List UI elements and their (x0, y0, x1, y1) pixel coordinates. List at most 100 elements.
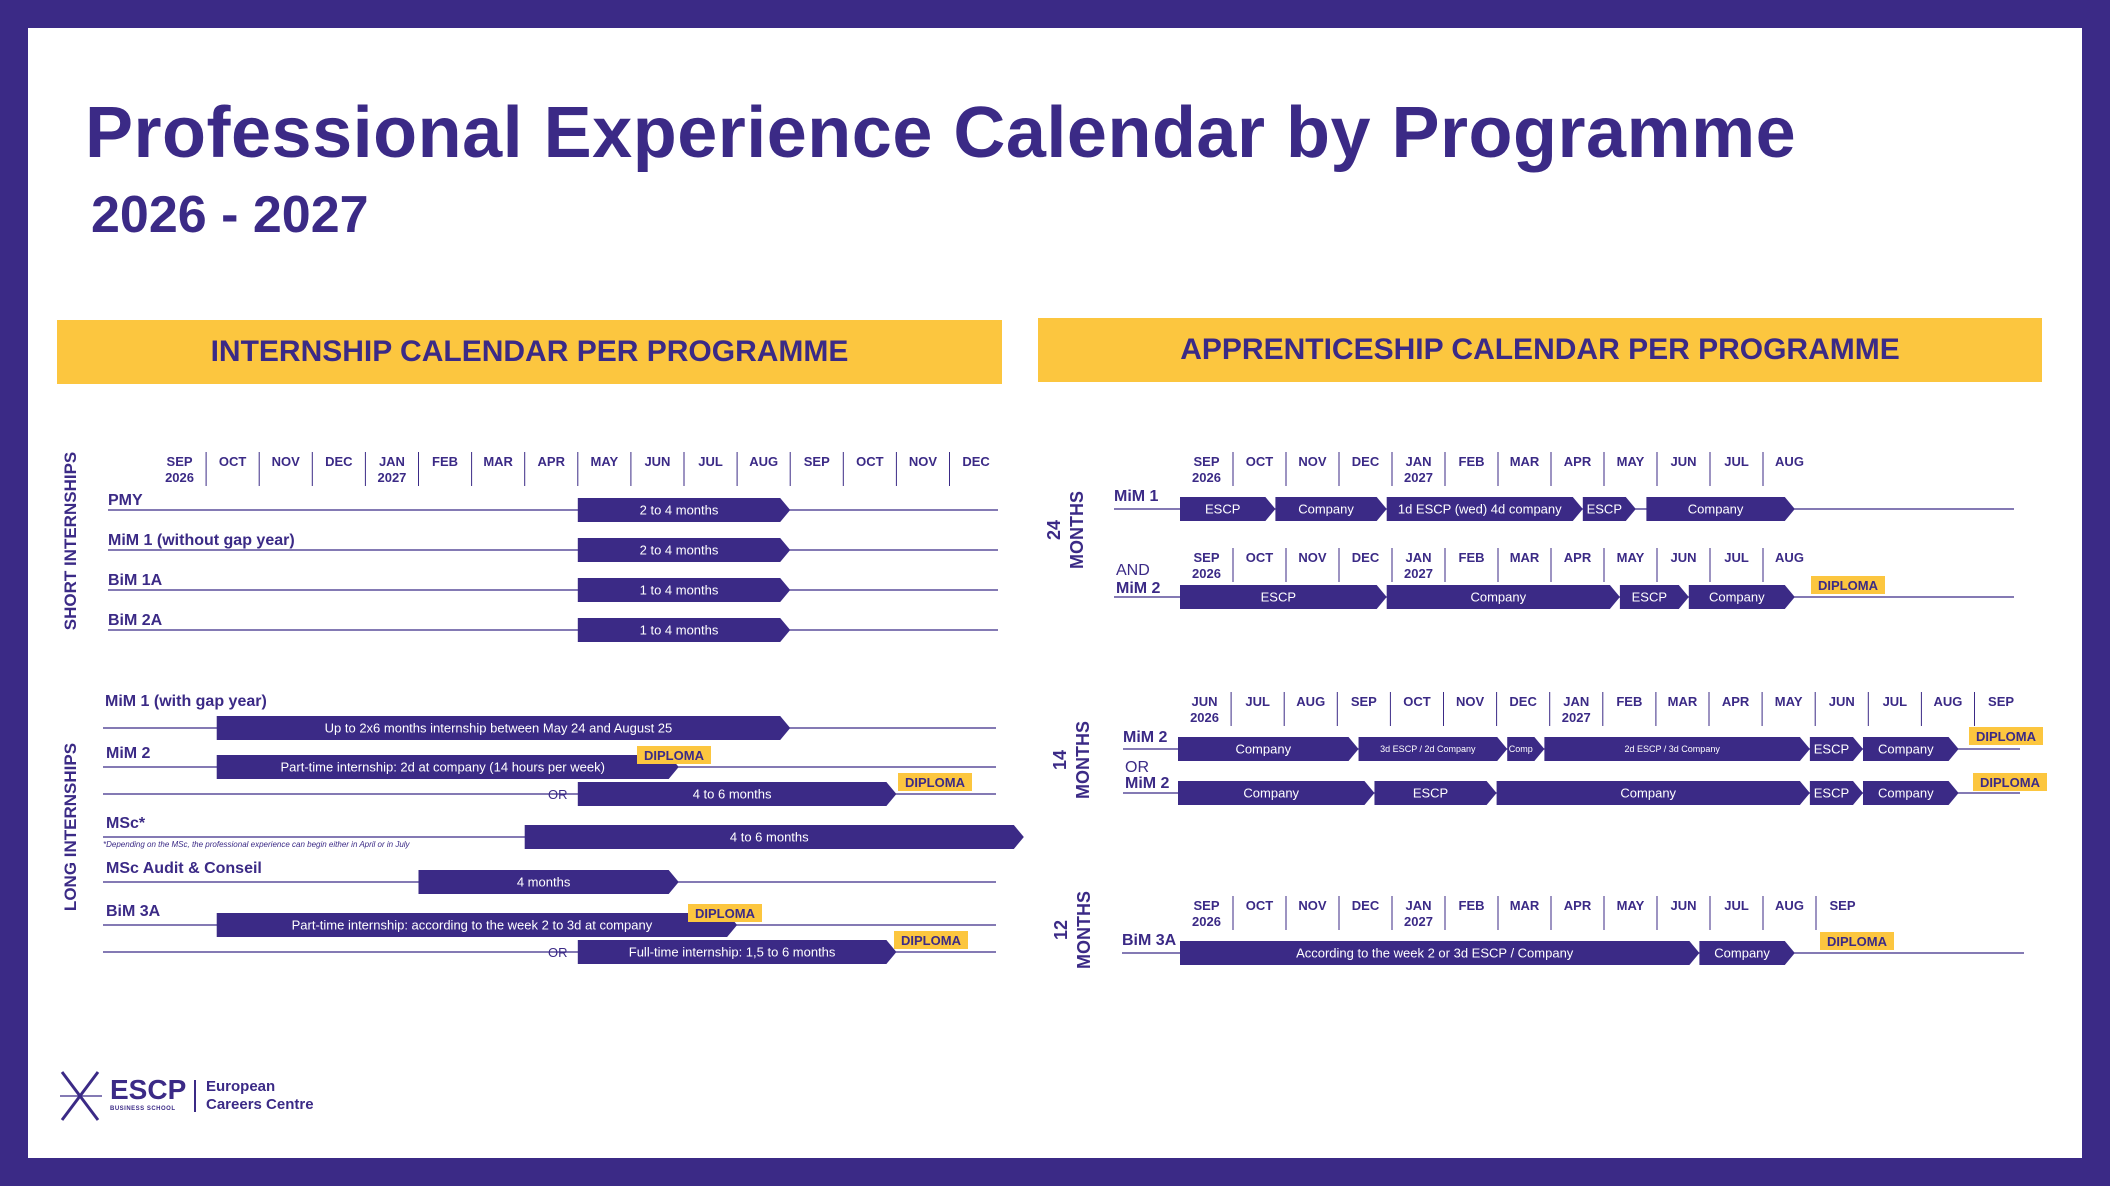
long-row-bar-1-0-label: Part-time internship: 2d at company (14 … (280, 760, 604, 775)
g24-label-months: MONTHS (1067, 491, 1087, 569)
g24-row2-bar-1 (1386, 585, 1620, 609)
g24-header2-year-1: 2027 (1404, 566, 1433, 581)
long-row-bar-5-0 (216, 913, 738, 937)
g24-diploma (1811, 576, 1885, 594)
escp-logo: ESCP BUSINESS SCHOOL European Careers Ce… (58, 1068, 348, 1126)
g24-and: AND (1116, 562, 1150, 579)
g24-diploma-label: DIPLOMA (1818, 578, 1879, 593)
g24-header1-month-1: OCT (1246, 454, 1274, 469)
g24-header2-month-2: NOV (1298, 550, 1327, 565)
g12-header-month-8: MAY (1617, 898, 1645, 913)
logo-divider (194, 1080, 196, 1112)
long-row-bar-0-0 (216, 716, 791, 740)
g24-row1-bar-3-label: ESCP (1587, 502, 1622, 517)
g24-header2-month-7: APR (1564, 550, 1592, 565)
g12-header-month-11: AUG (1775, 898, 1804, 913)
g14-label-months: MONTHS (1073, 721, 1093, 799)
g24-header1-month-0: SEP (1193, 454, 1219, 469)
internship-month-15: DEC (962, 454, 990, 469)
short-row-bar-0-0 (577, 498, 791, 522)
g14-header-year-1: 2027 (1562, 710, 1591, 725)
g12-header-month-10: JUL (1724, 898, 1749, 913)
g24-row2-bar-2 (1619, 585, 1689, 609)
g14-header-month-9: MAR (1668, 694, 1698, 709)
g12-header-month-3: DEC (1352, 898, 1380, 913)
long-row-bar-4-0 (418, 870, 679, 894)
g24-header2-month-9: JUN (1670, 550, 1696, 565)
long-row-bar-2-0-label: 4 to 6 months (693, 787, 772, 802)
g14-row2-bar-1 (1374, 781, 1497, 805)
g12-header-month-5: FEB (1459, 898, 1485, 913)
g24-header2-month-4: JAN (1405, 550, 1431, 565)
g24-header1-month-2: NOV (1298, 454, 1327, 469)
g14-header-month-13: JUL (1883, 694, 1908, 709)
g24-header2-month-5: FEB (1459, 550, 1485, 565)
g14-diploma-1 (1969, 727, 2043, 745)
internship-banner: INTERNSHIP CALENDAR PER PROGRAMME (57, 320, 1002, 384)
g24-header1-month-7: APR (1564, 454, 1592, 469)
g24-header1-month-9: JUN (1670, 454, 1696, 469)
g14-row1-bar-0 (1178, 737, 1359, 761)
internship-month-10: JUL (698, 454, 723, 469)
g12-row1-bar-0-label: According to the week 2 or 3d ESCP / Com… (1296, 946, 1574, 961)
g12-diploma (1820, 932, 1894, 950)
g12-row1-bar-1 (1699, 941, 1795, 965)
internship-month-0: SEP (167, 454, 193, 469)
g14-header-month-8: FEB (1616, 694, 1642, 709)
g14-row2-name: MiM 2 (1125, 775, 1170, 792)
long-row-diploma-6-label: DIPLOMA (901, 933, 962, 948)
long-row-bar-3-0-label: 4 to 6 months (730, 830, 809, 845)
g24-header2-year-0: 2026 (1192, 566, 1221, 581)
g14-row1-bar-4-label: ESCP (1814, 742, 1849, 757)
long-row-bar-4-0-label: 4 months (517, 875, 571, 890)
g12-row1-bar-0 (1180, 941, 1700, 965)
internship-month-3: DEC (325, 454, 353, 469)
long-row-bar-6-0-label: Full-time internship: 1,5 to 6 months (629, 945, 836, 960)
g14-row1-name: MiM 2 (1123, 729, 1168, 746)
short-internships-label: SHORT INTERNSHIPS (61, 452, 80, 631)
internship-month-7: APR (538, 454, 566, 469)
g24-row1-name: MiM 1 (1114, 488, 1159, 505)
long-row-diploma-5 (688, 904, 762, 922)
g14-header-month-3: SEP (1351, 694, 1377, 709)
g24-row1-bar-1-label: Company (1298, 502, 1354, 517)
careers-centre-label: European Careers Centre (206, 1078, 314, 1114)
internship-month-6: MAR (483, 454, 513, 469)
g14-header-year-0: 2026 (1190, 710, 1219, 725)
g14-row1-bar-4 (1809, 737, 1863, 761)
short-row-name-1: MiM 1 (without gap year) (108, 532, 295, 549)
g14-row2-bar-4 (1862, 781, 1959, 805)
internship-month-11: AUG (749, 454, 778, 469)
g14-diploma-1-label: DIPLOMA (1976, 729, 2037, 744)
short-row-bar-0-0-label: 2 to 4 months (640, 503, 719, 518)
short-row-name-2: BiM 1A (108, 572, 163, 589)
g14-row1-bar-5 (1862, 737, 1959, 761)
g12-header-month-7: APR (1564, 898, 1592, 913)
g24-row1-bar-4-label: Company (1688, 502, 1744, 517)
g14-row1-bar-2 (1507, 737, 1545, 761)
g14-header-month-6: DEC (1509, 694, 1537, 709)
long-internships-label: LONG INTERNSHIPS (61, 743, 80, 911)
g12-header-month-6: MAR (1510, 898, 1540, 913)
g12-label-number: 12 (1051, 920, 1071, 940)
g12-label-months: MONTHS (1074, 891, 1094, 969)
internship-month-13: OCT (856, 454, 884, 469)
g24-header2-month-10: JUL (1724, 550, 1749, 565)
g14-row1-bar-3 (1544, 737, 1810, 761)
page-title: Professional Experience Calendar by Prog… (85, 93, 1797, 173)
long-row-name-5: BiM 3A (106, 903, 161, 920)
g24-header1-month-3: DEC (1352, 454, 1380, 469)
g14-header-month-12: JUN (1829, 694, 1855, 709)
g24-row2-bar-0-label: ESCP (1261, 590, 1296, 605)
g24-row2-bar-3 (1688, 585, 1795, 609)
g24-header1-year-1: 2027 (1404, 470, 1433, 485)
long-row-bar-3-0 (524, 825, 1024, 849)
g24-header2-month-11: AUG (1775, 550, 1804, 565)
g24-row1-bar-0 (1180, 497, 1276, 521)
short-row-name-0: PMY (108, 492, 143, 509)
long-row-diploma-2-label: DIPLOMA (905, 775, 966, 790)
long-row-name-0: MiM 1 (with gap year) (105, 693, 267, 710)
g14-header-month-5: NOV (1456, 694, 1485, 709)
g24-row1-bar-2-label: 1d ESCP (wed) 4d company (1398, 502, 1562, 517)
